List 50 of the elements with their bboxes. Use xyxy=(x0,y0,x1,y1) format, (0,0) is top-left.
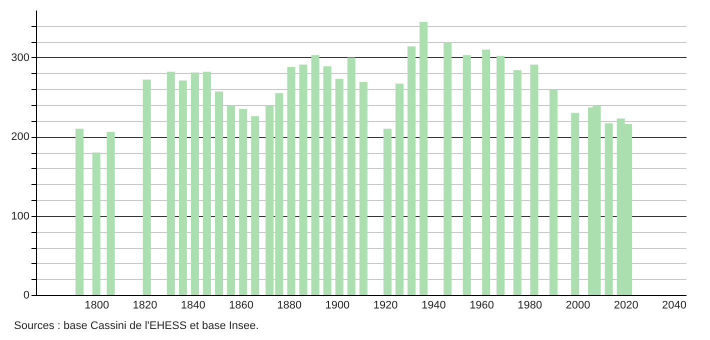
x-tick-label: 1880 xyxy=(277,300,302,312)
bar xyxy=(299,64,308,295)
bar xyxy=(323,66,332,295)
x-tick-label: 1860 xyxy=(228,300,254,312)
bar xyxy=(444,42,452,295)
bar xyxy=(92,152,100,295)
bar xyxy=(190,72,199,295)
bar xyxy=(359,82,368,295)
x-tick-label: 2040 xyxy=(662,300,687,312)
bar xyxy=(347,58,356,295)
x-tick-label: 1840 xyxy=(180,300,206,312)
source-note: Sources : base Cassini de l'EHESS et base Insee. xyxy=(14,320,259,332)
x-tick-label: 2020 xyxy=(614,300,638,312)
bar xyxy=(530,64,538,295)
bar xyxy=(462,55,471,295)
x-tick-label: 1900 xyxy=(325,300,350,312)
bar xyxy=(335,78,344,295)
bar xyxy=(408,46,416,295)
bar xyxy=(239,108,248,295)
bar xyxy=(395,84,404,295)
bar xyxy=(571,112,580,295)
bar xyxy=(203,72,212,295)
bar xyxy=(166,72,175,295)
y-tick-label: 0 xyxy=(23,290,30,302)
x-tick-label: 1940 xyxy=(421,300,446,312)
x-tick-label: 1920 xyxy=(373,300,398,312)
bar xyxy=(496,56,505,295)
bar xyxy=(251,116,260,295)
bar xyxy=(178,80,187,295)
bar xyxy=(383,128,392,295)
bar xyxy=(215,92,224,295)
y-tick-label: 100 xyxy=(11,210,30,222)
y-tick-label: 300 xyxy=(11,52,30,64)
x-tick-label: 1800 xyxy=(84,300,110,312)
x-tick-label: 1980 xyxy=(518,300,542,312)
x-tick-label: 1820 xyxy=(132,300,158,312)
bar xyxy=(513,70,522,295)
bar xyxy=(482,50,490,295)
x-tick-label: 2000 xyxy=(566,300,590,312)
bar xyxy=(106,132,115,295)
y-tick-label: 200 xyxy=(11,131,30,144)
bar xyxy=(142,80,151,295)
x-tick-label: 1960 xyxy=(470,300,494,312)
bar xyxy=(75,128,84,295)
bar xyxy=(287,67,296,295)
bar xyxy=(311,55,320,295)
bar xyxy=(604,123,613,295)
bar xyxy=(420,22,428,295)
bar xyxy=(549,90,558,295)
bar xyxy=(227,106,236,295)
